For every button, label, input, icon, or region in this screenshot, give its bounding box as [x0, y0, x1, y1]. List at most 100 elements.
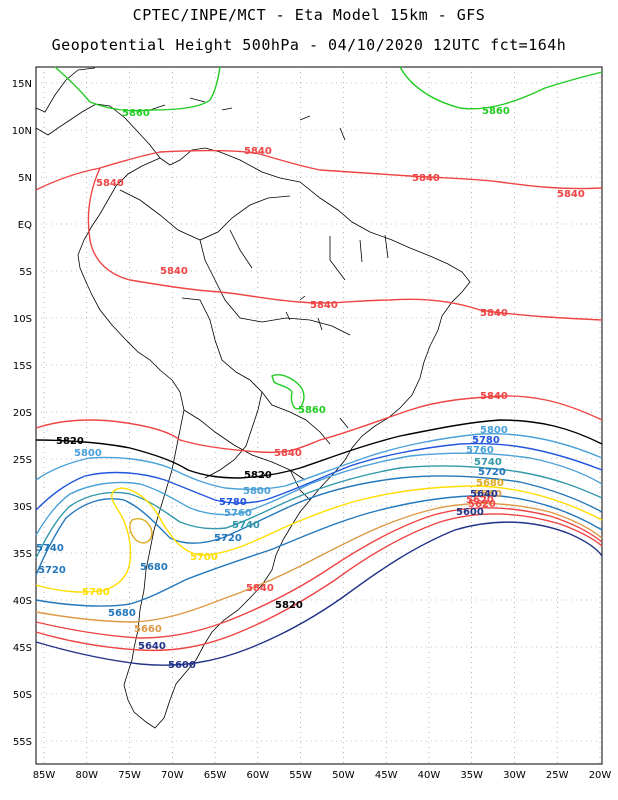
latitude-label: 20S	[13, 408, 32, 419]
contour-5840-amazon	[87, 167, 603, 321]
contour-label: 5740	[36, 543, 64, 554]
contour-label: 5860	[122, 108, 150, 119]
contour-5860-south	[271, 374, 305, 410]
contour-5860-north-east	[399, 66, 603, 110]
contour-label: 5840	[557, 189, 585, 200]
contour-label: 5720	[478, 467, 506, 478]
contour-label: 5840	[412, 173, 440, 184]
contour-5720	[35, 475, 603, 576]
contour-5700-center	[129, 518, 153, 544]
contour-label: 5840	[310, 300, 338, 311]
contour-label: 5780	[472, 435, 500, 446]
contour-label: 5780	[219, 497, 247, 508]
contour-5680	[35, 494, 603, 607]
contour-label: 5680	[108, 608, 136, 619]
contour-label: 5800	[480, 425, 508, 436]
contour-label: 5840	[244, 146, 272, 157]
contour-label: 5840	[160, 266, 188, 277]
south-america-coast	[77, 147, 471, 729]
contour-5840-south	[35, 395, 603, 454]
latitude-label: 55S	[13, 737, 32, 748]
latitude-label: 30S	[13, 502, 32, 513]
longitude-label: 45W	[375, 770, 398, 781]
contour-label: 5800	[243, 486, 271, 497]
contour-label: 5620	[466, 495, 494, 506]
contour-label: 5760	[224, 508, 252, 519]
contour-5820	[35, 419, 603, 479]
longitude-label: 30W	[503, 770, 526, 781]
longitude-label: 60W	[247, 770, 270, 781]
latitude-label: 25S	[13, 455, 32, 466]
longitude-label: 35W	[460, 770, 483, 781]
contour-label: 5740	[474, 457, 502, 468]
lakes-and-rivers	[261, 295, 349, 479]
contour-5700	[35, 485, 603, 593]
latitude-label: EQ	[18, 220, 32, 231]
contour-label: 5840	[246, 583, 274, 594]
contour-label: 5680	[140, 562, 168, 573]
contour-5760	[35, 452, 603, 536]
latitude-labels: 15N 10N 5N EQ 5S 10S 15S 20S 25S 30S 35S 40S 45S 50S 5…	[12, 79, 32, 748]
map-title-line-1: CPTEC/INPE/MCT - Eta Model 15km - GFS	[132, 6, 486, 24]
contour-5780	[35, 442, 603, 511]
contour-label: 5840	[96, 178, 124, 189]
contour-label: 5840	[480, 391, 508, 402]
latitude-label: 5S	[19, 267, 32, 278]
contour-5660	[35, 502, 603, 623]
contour-lines	[35, 66, 603, 666]
contour-label: 5660	[134, 624, 162, 635]
longitude-label: 80W	[75, 770, 98, 781]
contour-5860-north	[54, 66, 221, 112]
longitude-label: 55W	[289, 770, 312, 781]
latitude-label: 45S	[13, 643, 32, 654]
longitude-label: 85W	[33, 770, 56, 781]
longitude-label: 70W	[161, 770, 184, 781]
longitude-label: 65W	[204, 770, 227, 781]
contour-5840-north	[35, 150, 603, 191]
contour-label: 5700	[190, 552, 218, 563]
contour-label: 5680	[476, 478, 504, 489]
latitude-label: 10S	[13, 314, 32, 325]
contour-label: 5860	[482, 106, 510, 117]
contour-label: 5860	[298, 405, 326, 416]
contour-labels: 5860 5860 5860 5840 5840 5840 5840 5840 …	[36, 106, 585, 671]
contour-5600	[35, 521, 603, 666]
map-title-line-2: Geopotential Height 500hPa - 04/10/2020 …	[51, 36, 567, 54]
latitude-label: 50S	[13, 690, 32, 701]
contour-label: 5640	[138, 641, 166, 652]
contour-label: 5820	[56, 436, 84, 447]
longitude-label: 75W	[118, 770, 141, 781]
contour-5800	[35, 433, 603, 491]
latitude-label: 10N	[12, 126, 32, 137]
contour-label: 5740	[232, 520, 260, 531]
latitude-label: 15N	[12, 79, 32, 90]
latitude-label: 40S	[13, 596, 32, 607]
contour-label: 5600	[168, 660, 196, 671]
caribbean-islands	[149, 97, 346, 141]
contour-label: 5840	[480, 308, 508, 319]
graticule	[36, 67, 602, 764]
longitude-label: 20W	[589, 770, 612, 781]
contour-label: 5700	[82, 587, 110, 598]
contour-5640	[35, 507, 603, 639]
contour-label: 5720	[38, 565, 66, 576]
latitude-label: 5N	[18, 173, 32, 184]
contour-label: 5660	[474, 489, 502, 500]
contour-label: 5840	[274, 448, 302, 459]
longitude-labels: 85W 80W 75W 70W 65W 60W 55W 50W 45W 40W 35W 30W 25W 2…	[33, 770, 612, 781]
contour-label: 5800	[74, 448, 102, 459]
contour-label: 5760	[466, 445, 494, 456]
longitude-label: 40W	[418, 770, 441, 781]
latitude-label: 15S	[13, 361, 32, 372]
contour-label: 5600	[456, 507, 484, 518]
contour-label: 5820	[244, 470, 272, 481]
longitude-label: 25W	[546, 770, 569, 781]
contour-5740	[35, 465, 603, 559]
contour-label: 5640	[470, 489, 498, 500]
latitude-label: 35S	[13, 549, 32, 560]
contour-label: 5620	[468, 499, 496, 510]
contour-5620	[35, 513, 603, 652]
contour-label: 5820	[275, 600, 303, 611]
longitude-label: 50W	[332, 770, 355, 781]
